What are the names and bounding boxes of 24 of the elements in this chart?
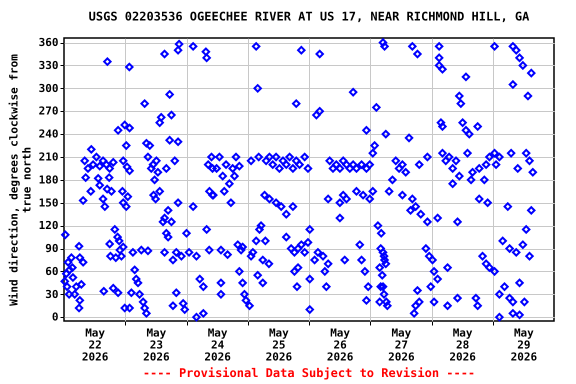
- y-tick-label: 180: [38, 173, 58, 186]
- x-tick-label: May 27 2026: [388, 326, 415, 364]
- x-tick-label: May 24 2026: [204, 326, 232, 364]
- x-tick-label: May 26 2026: [326, 326, 354, 364]
- y-tick-label: 360: [38, 36, 58, 50]
- y-tick-label: 240: [38, 128, 58, 141]
- x-tick-label: May 22 2026: [82, 326, 109, 364]
- x-tick-label: May 28 2026: [449, 326, 476, 364]
- y-tick-label: 120: [38, 219, 58, 232]
- y-axis-title: Wind direction, degrees clockwise from true north: [8, 54, 34, 306]
- y-tick-label: 60: [45, 264, 58, 278]
- y-tick-label: 210: [38, 150, 58, 164]
- y-tick-label: 0: [52, 310, 58, 324]
- text: ---- Provisional Data Subject to Revision ----: [142, 366, 476, 380]
- y-tick-label: 30: [45, 288, 58, 301]
- x-tick-label: May 29 2026: [510, 326, 538, 364]
- y-tick-label: 270: [38, 104, 58, 118]
- y-tick-label: 300: [38, 82, 58, 95]
- y-tick-label: 90: [45, 242, 58, 256]
- y-tick-label: 150: [38, 196, 58, 210]
- x-tick-label: May 25 2026: [266, 326, 292, 364]
- x-tick-label: May 23 2026: [143, 326, 170, 364]
- y-tick-label: 330: [38, 58, 58, 72]
- chart-title: USGS 02203536 OGEECHEE RIVER AT US 17, NEAR RICHMOND HILL, GA: [88, 9, 530, 24]
